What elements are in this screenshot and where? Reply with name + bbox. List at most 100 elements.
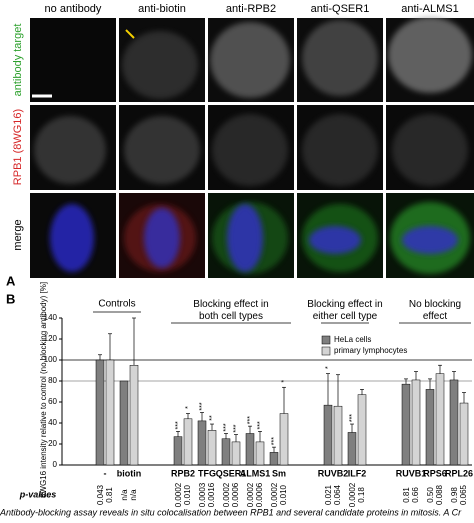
bar: [129, 365, 139, 466]
bar: [173, 436, 183, 466]
significance: ***: [349, 414, 356, 422]
cell: [210, 22, 290, 98]
p-value: 0.66: [411, 487, 420, 503]
p-value: 0.0002: [348, 482, 357, 507]
column-header: anti-biotin: [138, 3, 186, 15]
group-label: No blocking effect: [409, 299, 461, 322]
x-tick-label: RPL26: [445, 468, 473, 478]
chromatin: [50, 204, 94, 272]
bar: [449, 379, 459, 466]
x-tick-label: -: [104, 468, 107, 478]
p-value: 0.0002: [222, 482, 231, 507]
bar: [401, 383, 411, 466]
p-value: 0.064: [333, 484, 342, 505]
bar: [347, 432, 357, 466]
p-value: 0.0002: [174, 482, 183, 507]
y-tick-label: 20: [48, 439, 57, 448]
p-value: 0.010: [279, 484, 288, 505]
column-header: anti-RPB2: [226, 3, 276, 15]
x-tick-label: RPS6: [423, 468, 447, 478]
bar: [197, 420, 207, 466]
bar: [221, 438, 231, 466]
p-value: 0.088: [435, 484, 444, 505]
bar: [207, 430, 217, 466]
chromatin: [402, 226, 458, 254]
p-value: 0.0003: [198, 482, 207, 507]
bar: [411, 379, 421, 466]
p-value: 0.50: [426, 487, 435, 503]
x-tick-label: RUVB2: [318, 468, 349, 478]
legend-swatch: [321, 335, 331, 345]
p-value: 0.021: [324, 484, 333, 505]
y-tick-label: 60: [48, 397, 57, 406]
x-tick-label: biotin: [117, 468, 142, 478]
group-label: Controls: [98, 299, 135, 310]
bar: [279, 413, 289, 466]
cell: [302, 114, 378, 186]
arrow: [125, 29, 135, 39]
significance: ***: [199, 402, 206, 410]
legend-label: HeLa cells: [334, 335, 371, 344]
significance: ***: [233, 424, 240, 432]
bar: [183, 418, 193, 466]
bar: [425, 389, 435, 466]
x-tick-label: RUVB1: [396, 468, 427, 478]
bar: [333, 405, 343, 466]
bar: [323, 404, 333, 466]
bar: [255, 441, 265, 466]
p-value: 0.0016: [207, 482, 216, 507]
significance: ***: [257, 421, 264, 429]
bar: [459, 402, 469, 466]
column-header: no antibody: [45, 3, 102, 15]
p-value: 0.0002: [246, 482, 255, 507]
cell: [122, 31, 198, 99]
chromatin: [309, 226, 361, 254]
x-tick-label: TFG: [198, 468, 216, 478]
p-value: 0.18: [357, 487, 366, 503]
significance: ***: [175, 421, 182, 429]
p-value: 0.0006: [231, 482, 240, 507]
cell: [124, 116, 200, 184]
significance: **: [209, 415, 216, 421]
cell: [34, 116, 106, 184]
bar: [231, 441, 241, 466]
bar: [95, 359, 105, 466]
x-tick-label: RPB2: [171, 468, 195, 478]
panel-label: A: [6, 273, 16, 288]
x-tick-label: ILF2: [348, 468, 367, 478]
y-tick-label: 0: [53, 460, 58, 469]
row-label: RPB1 (8WG16): [12, 109, 24, 185]
p-value: 0.81: [105, 487, 114, 503]
y-tick-label: 140: [44, 313, 58, 322]
chromatin: [227, 204, 263, 272]
bar: [435, 373, 445, 466]
p-value-label: p-values: [19, 489, 57, 499]
panel-label: B: [6, 291, 15, 306]
p-value: 0.0002: [270, 482, 279, 507]
chromatin: [144, 208, 180, 268]
p-value: 0.043: [96, 484, 105, 505]
significance: *: [281, 380, 288, 383]
y-tick-label: 100: [44, 355, 58, 364]
significance: *: [325, 366, 332, 369]
p-value: 0.065: [459, 484, 468, 505]
cell: [388, 17, 472, 93]
bar: [269, 452, 279, 466]
y-tick-label: 80: [48, 376, 57, 385]
legend-swatch: [321, 346, 331, 356]
p-value: 0.81: [402, 487, 411, 503]
row-label: antibody target: [12, 24, 24, 97]
micrograph: [30, 18, 116, 102]
p-value: n/a: [129, 489, 138, 501]
p-value: n/a: [120, 489, 129, 501]
cell: [392, 114, 468, 186]
y-tick-label: 120: [44, 334, 58, 343]
x-tick-label: ALMS1: [240, 468, 271, 478]
bar: [245, 433, 255, 466]
significance: ***: [223, 423, 230, 431]
group-label: Blocking effect in both cell types: [193, 299, 268, 322]
bar: [119, 380, 129, 466]
cell: [212, 114, 288, 186]
cell: [302, 20, 378, 96]
